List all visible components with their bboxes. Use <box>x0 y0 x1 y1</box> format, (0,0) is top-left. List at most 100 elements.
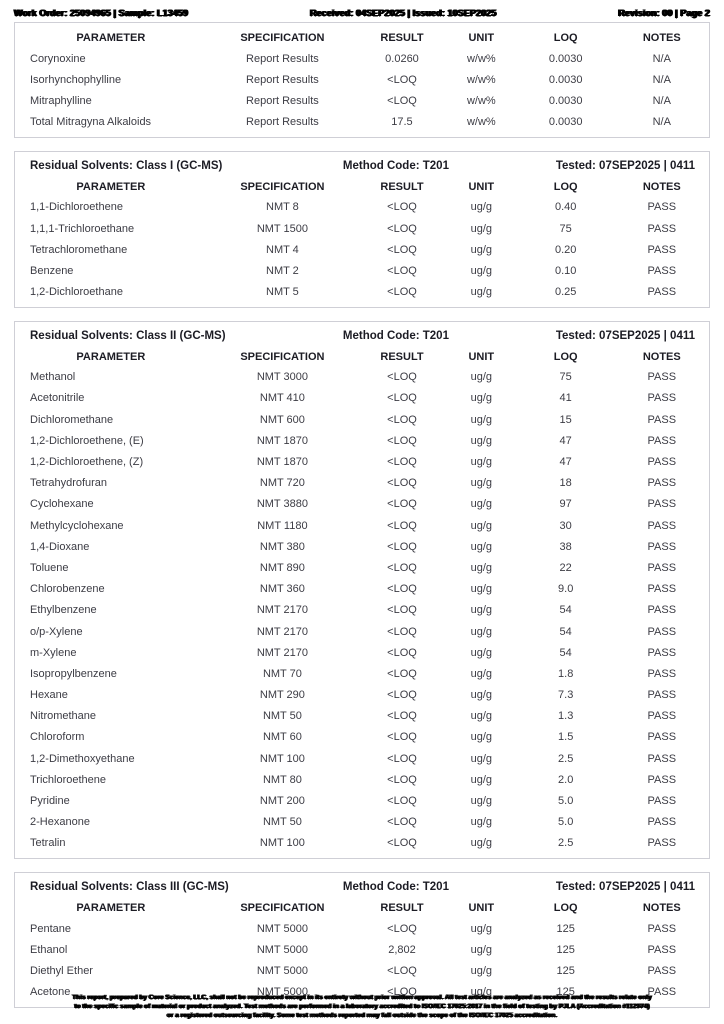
cell-parameter: 1,2-Dichloroethene, (E) <box>30 434 144 447</box>
cell-specification: NMT 2170 <box>256 625 308 638</box>
table-row: 1,2-Dichloroethene, (E) NMT 1870 <LOQ ug/g 4… <box>15 430 709 451</box>
cell-specification: NMT 890 <box>259 561 305 574</box>
cell-loq: 1.8 <box>558 667 574 680</box>
cell-specification: NMT 600 <box>259 413 305 426</box>
cell-specification: Report Results <box>246 73 319 86</box>
cell-specification: NMT 200 <box>259 795 305 808</box>
col-header-result: RESULT <box>380 180 424 193</box>
cell-specification: NMT 50 <box>262 816 302 829</box>
cell-notes: PASS <box>647 392 677 405</box>
cell-unit: ug/g <box>470 222 493 235</box>
cell-parameter: Diethyl Ether <box>30 964 93 977</box>
cell-result: <LOQ <box>387 667 417 680</box>
cell-parameter: Cyclohexane <box>30 498 94 511</box>
cell-loq: 38 <box>559 540 572 553</box>
cell-parameter: 1,2-Dichloroethane <box>30 286 123 299</box>
table-row: o/p-Xylene NMT 2170 <LOQ ug/g 54 PASS <box>15 621 709 642</box>
col-header-unit: UNIT <box>468 180 495 193</box>
col-header-parameter: PARAMETER <box>76 902 146 914</box>
cell-unit: w/w% <box>466 73 496 86</box>
cell-result: <LOQ <box>387 710 417 723</box>
cell-unit: ug/g <box>470 540 493 553</box>
cell-result: <LOQ <box>387 413 417 426</box>
table-row: Ethanol NMT 5000 2,802 ug/g 125 PASS <box>15 939 709 960</box>
results-table-body: Corynoxine Report Results 0.0260 w/w% 0.0030… <box>15 48 709 133</box>
results-table: PARAMETER SPECIFICATION RESULT UNIT LOQ NOTES… <box>15 895 709 1003</box>
cell-loq: 7.3 <box>558 689 574 702</box>
cell-parameter: Ethylbenzene <box>30 604 97 617</box>
cell-result: <LOQ <box>387 243 417 256</box>
cell-notes: PASS <box>647 222 677 235</box>
cell-result: 0.0260 <box>385 52 419 65</box>
cell-notes: PASS <box>647 371 677 384</box>
cell-result: 17.5 <box>391 116 413 129</box>
cell-loq: 2.0 <box>558 773 574 786</box>
table-row: Isopropylbenzene NMT 70 <LOQ ug/g 1.8 PASS <box>15 663 709 684</box>
col-header-loq: LOQ <box>553 180 578 193</box>
section-tested-date: Tested: 07SEP2025 | 0411 <box>555 159 695 172</box>
cell-parameter: Nitromethane <box>30 710 97 723</box>
section-title: Residual Solvents: Class III (GC-MS) <box>30 881 229 893</box>
cell-specification: NMT 2170 <box>256 604 308 617</box>
cell-loq: 0.40 <box>554 201 577 214</box>
cell-unit: ug/g <box>470 752 493 765</box>
cell-specification: NMT 60 <box>262 731 302 744</box>
cell-specification: Report Results <box>246 116 319 129</box>
table-row: Trichloroethene NMT 80 <LOQ ug/g 2.0 PASS <box>15 769 709 790</box>
cell-result: <LOQ <box>387 689 417 702</box>
cell-specification: NMT 380 <box>259 540 305 553</box>
report-sections: PARAMETER SPECIFICATION RESULT UNIT LOQ NOTES… <box>0 22 724 1008</box>
cell-loq: 0.20 <box>554 243 577 256</box>
footer-line: to the specific sample of material or pr… <box>74 1003 650 1011</box>
cell-loq: 9.0 <box>558 583 574 596</box>
results-table-body: Methanol NMT 3000 <LOQ ug/g 75 PASS Acetonitri… <box>15 367 709 854</box>
table-row: 1,1,1-Trichloroethane NMT 1500 <LOQ ug/g 75 P… <box>15 218 709 239</box>
cell-loq: 2.5 <box>558 837 574 850</box>
table-row: Tetrahydrofuran NMT 720 <LOQ ug/g 18 PASS <box>15 473 709 494</box>
cell-unit: ug/g <box>470 943 493 956</box>
cell-result: <LOQ <box>387 986 417 999</box>
cell-specification: NMT 70 <box>262 667 302 680</box>
cell-unit: ug/g <box>470 413 493 426</box>
table-row: Ethylbenzene NMT 2170 <LOQ ug/g 54 PASS <box>15 600 709 621</box>
cell-notes: PASS <box>647 795 677 808</box>
section-tested-date: Tested: 07SEP2025 | 0411 <box>555 329 695 342</box>
cell-loq: 54 <box>559 646 572 659</box>
column-header-row: PARAMETER SPECIFICATION RESULT UNIT LOQ NOTES <box>15 174 709 197</box>
cell-parameter: m-Xylene <box>30 646 77 659</box>
cell-specification: NMT 1870 <box>256 456 308 469</box>
cell-result: <LOQ <box>387 286 417 299</box>
page-header: Work Order: 25094965 | Sample: L13459 Re… <box>0 0 724 22</box>
col-header-notes: NOTES <box>642 902 681 914</box>
cell-loq: 5.0 <box>558 795 574 808</box>
cell-loq: 0.0030 <box>548 94 583 107</box>
cell-unit: w/w% <box>466 52 496 65</box>
cell-parameter: Isorhynchophylline <box>30 73 122 86</box>
cell-specification: NMT 5000 <box>256 964 308 977</box>
table-row: 1,2-Dimethoxyethane NMT 100 <LOQ ug/g 2.5 PAS… <box>15 748 709 769</box>
col-header-loq: LOQ <box>553 32 578 44</box>
cell-result: <LOQ <box>387 816 417 829</box>
cell-loq: 0.0030 <box>548 73 583 86</box>
cell-loq: 41 <box>559 392 572 405</box>
cell-loq: 47 <box>559 434 572 447</box>
footer-line: This report, prepared by Core Science, L… <box>72 994 652 1002</box>
results-table-head: PARAMETER SPECIFICATION RESULT UNIT LOQ NOTES <box>15 174 709 197</box>
results-table-head: PARAMETER SPECIFICATION RESULT UNIT LOQ NOTES <box>15 25 709 48</box>
cell-parameter: Pentane <box>30 922 71 935</box>
cell-notes: N/A <box>652 52 671 65</box>
cell-notes: PASS <box>647 286 677 299</box>
col-header-notes: NOTES <box>642 180 681 193</box>
cell-specification: NMT 80 <box>262 773 302 786</box>
col-header-unit: UNIT <box>468 902 495 914</box>
cell-unit: ug/g <box>470 986 493 999</box>
cell-result: <LOQ <box>387 540 417 553</box>
cell-notes: PASS <box>647 943 677 956</box>
cell-result: <LOQ <box>387 519 417 532</box>
cell-notes: N/A <box>652 73 671 86</box>
cell-parameter: Mitraphylline <box>30 94 92 107</box>
cell-result: <LOQ <box>387 498 417 511</box>
cell-parameter: Trichloroethene <box>30 773 107 786</box>
cell-notes: PASS <box>647 986 677 999</box>
